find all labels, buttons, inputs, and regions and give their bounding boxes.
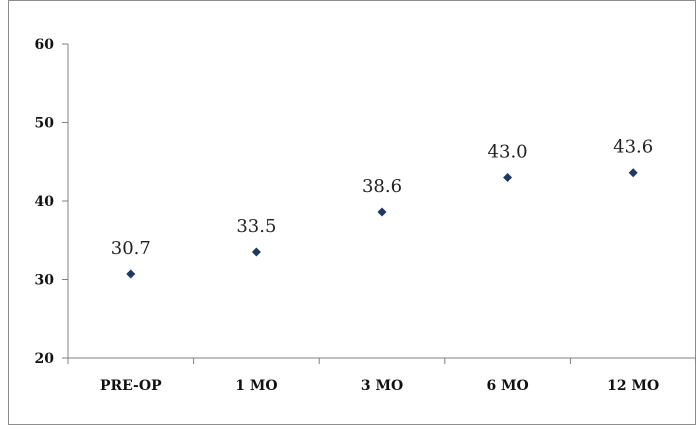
data-point-marker xyxy=(503,172,513,182)
y-tick-label: 20 xyxy=(35,351,55,367)
data-point-marker xyxy=(377,207,387,217)
x-tick-label: 6 MO xyxy=(486,378,528,394)
y-axis-ticks: 20 30 40 50 60 xyxy=(35,37,68,367)
x-tick-label: 12 MO xyxy=(607,378,659,394)
x-tick-label: PRE-OP xyxy=(100,378,162,394)
x-axis-ticks: PRE-OP 1 MO 3 MO 6 MO 12 MO xyxy=(67,358,696,394)
y-tick-label: 30 xyxy=(35,273,55,289)
x-tick-label: 3 MO xyxy=(361,378,403,394)
data-value-label: 33.5 xyxy=(236,216,276,237)
chart-border xyxy=(8,0,696,425)
data-value-label: 30.7 xyxy=(111,238,151,259)
data-value-label: 43.0 xyxy=(488,141,528,162)
x-tick-label: 1 MO xyxy=(235,378,277,394)
y-tick-label: 60 xyxy=(35,37,55,53)
data-labels: 30.7 33.5 38.6 43.0 43.6 xyxy=(111,137,653,259)
y-tick-label: 40 xyxy=(35,194,55,210)
data-point-marker xyxy=(628,168,638,178)
data-point-marker xyxy=(126,269,136,279)
data-points xyxy=(126,168,638,279)
data-point-marker xyxy=(251,247,261,257)
data-value-label: 38.6 xyxy=(362,176,402,197)
y-tick-label: 50 xyxy=(35,116,55,132)
data-value-label: 43.6 xyxy=(613,137,653,158)
